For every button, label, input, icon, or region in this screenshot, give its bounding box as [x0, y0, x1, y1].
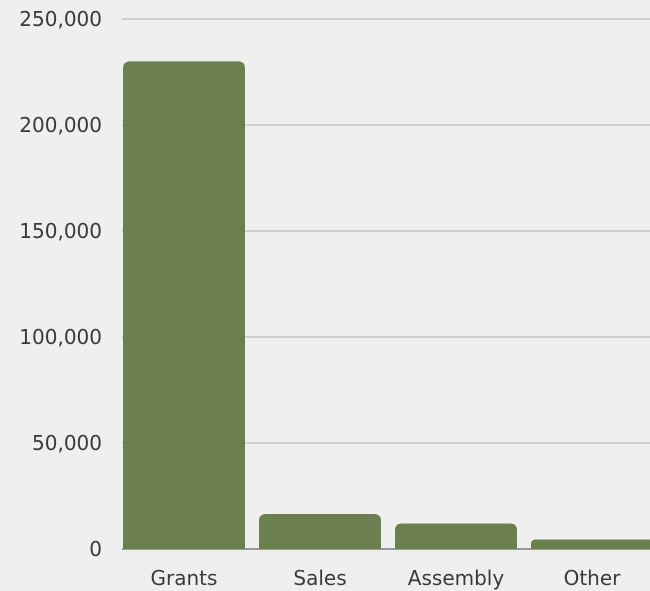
y-tick-label: 100,000: [19, 325, 102, 349]
bar-sales: [259, 514, 381, 549]
y-tick-label: 250,000: [19, 7, 102, 31]
y-tick-label: 200,000: [19, 113, 102, 137]
y-tick-label: 150,000: [19, 219, 102, 243]
bars: [123, 61, 650, 550]
y-axis-tick-labels: 0 50,000 100,000 150,000 200,000 250,000: [19, 7, 102, 561]
y-tick-label: 50,000: [32, 431, 102, 455]
x-tick-label-grants: Grants: [151, 566, 218, 590]
bar-assembly: [395, 523, 517, 549]
x-tick-label-sales: Sales: [293, 566, 346, 590]
bar-other: [531, 539, 650, 549]
x-tick-label-other: Other: [564, 566, 622, 590]
x-axis-category-labels: Grants Sales Assembly Other: [151, 566, 622, 590]
bar-grants: [123, 61, 245, 550]
y-tick-label: 0: [89, 537, 102, 561]
x-tick-label-assembly: Assembly: [408, 566, 505, 590]
